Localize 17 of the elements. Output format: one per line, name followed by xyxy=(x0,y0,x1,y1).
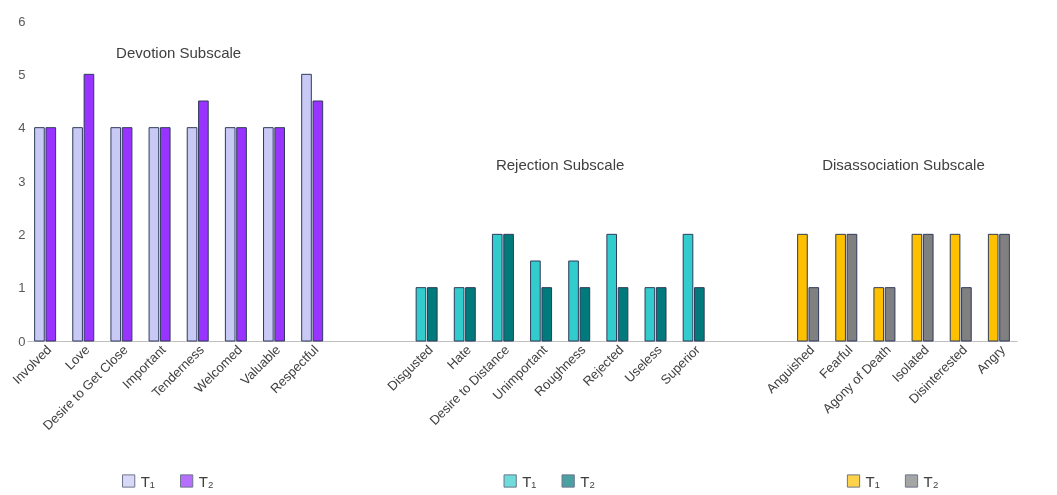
y-tick-label: 0 xyxy=(18,333,26,349)
y-tick-label: 6 xyxy=(18,13,26,29)
annotation: Rejection Subscale xyxy=(495,156,625,173)
legend-label: T₂ xyxy=(923,473,939,490)
y-tick-label: 3 xyxy=(18,173,26,189)
y-tick-label: 5 xyxy=(18,66,26,82)
annotation: Disassociation Subscale xyxy=(822,156,985,173)
legend-label: T₁ xyxy=(522,473,537,490)
legend-label: T₂ xyxy=(580,473,596,490)
y-tick-label: 4 xyxy=(18,120,26,136)
y-tick-label: 1 xyxy=(18,280,26,296)
annotation: Devotion Subscale xyxy=(116,44,242,61)
x-tick-label: Hate xyxy=(443,342,474,373)
legend-label: T₁ xyxy=(865,473,880,490)
y-tick-label: 2 xyxy=(18,226,26,242)
legend-label: T₂ xyxy=(198,473,214,490)
legend-label: T₁ xyxy=(140,473,155,490)
